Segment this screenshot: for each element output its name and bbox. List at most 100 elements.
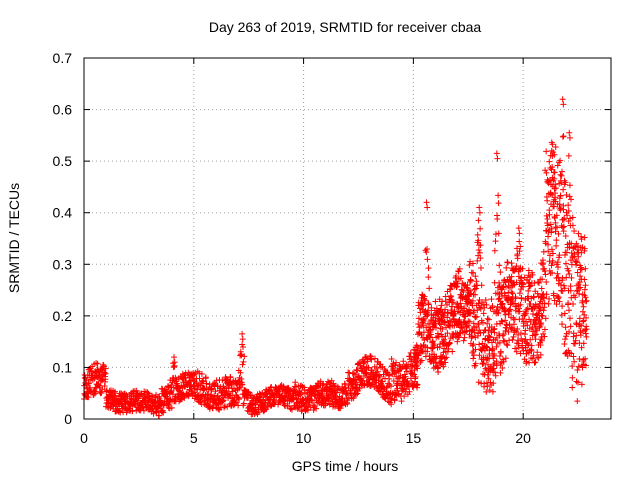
data-point — [239, 344, 246, 351]
data-point — [571, 227, 578, 234]
axis-ticks: 0 5 10 15 20 0 0.1 0.2 0.3 0.4 0.5 0.6 0.7 — [53, 50, 611, 446]
data-point — [417, 358, 424, 365]
data-point — [536, 316, 543, 323]
data-point — [529, 324, 536, 331]
data-point — [510, 333, 517, 340]
data-point — [236, 396, 243, 403]
data-point — [144, 389, 151, 396]
data-point — [401, 381, 408, 388]
data-point — [402, 373, 409, 380]
x-tick-label: 0 — [80, 430, 88, 446]
data-point — [256, 409, 263, 416]
data-point — [168, 404, 175, 411]
data-point — [541, 294, 548, 301]
data-point — [531, 359, 538, 366]
data-point — [575, 230, 582, 237]
data-point — [374, 368, 381, 375]
data-point — [560, 206, 567, 213]
data-point — [535, 354, 542, 361]
data-point — [525, 287, 532, 294]
data-point — [463, 323, 470, 330]
data-point — [508, 260, 515, 267]
data-point — [297, 389, 304, 396]
data-point — [476, 249, 483, 256]
data-point — [229, 388, 236, 395]
data-point — [149, 393, 156, 400]
data-point — [498, 317, 505, 324]
data-point — [569, 214, 576, 221]
data-point — [494, 215, 501, 222]
data-point — [517, 330, 524, 337]
data-point — [516, 230, 523, 237]
data-point — [311, 403, 318, 410]
data-point — [414, 384, 421, 391]
data-point — [203, 380, 210, 387]
data-point — [466, 318, 473, 325]
data-point — [388, 356, 395, 363]
data-point — [472, 314, 479, 321]
data-point — [489, 346, 496, 353]
data-point — [441, 336, 448, 343]
data-point — [551, 185, 558, 192]
data-point — [496, 262, 503, 269]
data-point — [446, 317, 453, 324]
data-point — [457, 300, 464, 307]
data-point — [563, 333, 570, 340]
data-point — [578, 236, 585, 243]
data-point — [435, 369, 442, 376]
data-point — [583, 297, 590, 304]
data-point — [524, 305, 531, 312]
data-point — [483, 388, 490, 395]
data-point — [581, 276, 588, 283]
data-point — [460, 288, 467, 295]
data-point — [475, 321, 482, 328]
data-point — [350, 395, 357, 402]
data-point — [508, 273, 515, 280]
data-point — [500, 358, 507, 365]
data-point — [547, 191, 554, 198]
data-point — [551, 203, 558, 210]
data-point — [554, 162, 561, 169]
data-point — [549, 250, 556, 257]
data-point — [563, 192, 570, 199]
data-point — [478, 282, 485, 289]
data-point — [562, 324, 569, 331]
data-point — [442, 333, 449, 340]
data-point — [548, 225, 555, 232]
data-point — [571, 358, 578, 365]
data-point — [540, 259, 547, 266]
data-point — [391, 397, 398, 404]
data-point — [557, 157, 564, 164]
data-point — [467, 310, 474, 317]
data-point — [491, 247, 498, 254]
data-point — [562, 260, 569, 267]
data-point — [574, 269, 581, 276]
data-point — [511, 267, 518, 274]
data-point — [569, 222, 576, 229]
data-point — [473, 324, 480, 331]
data-point — [140, 407, 147, 414]
data-point — [514, 325, 521, 332]
data-point — [472, 273, 479, 280]
data-point — [581, 245, 588, 252]
data-point — [309, 397, 316, 404]
data-point — [496, 279, 503, 286]
data-point — [85, 394, 92, 401]
data-point — [472, 360, 479, 367]
data-point — [474, 231, 481, 238]
data-point — [475, 237, 482, 244]
data-point — [99, 377, 106, 384]
data-point — [577, 284, 584, 291]
data-point — [529, 355, 536, 362]
data-point — [364, 358, 371, 365]
data-point — [500, 331, 507, 338]
data-point — [567, 323, 574, 330]
data-point — [478, 265, 485, 272]
data-point — [376, 372, 383, 379]
data-point — [538, 312, 545, 319]
data-point — [424, 204, 431, 211]
data-point — [548, 147, 555, 154]
x-axis-label: GPS time / hours — [292, 458, 399, 474]
data-point — [233, 399, 240, 406]
